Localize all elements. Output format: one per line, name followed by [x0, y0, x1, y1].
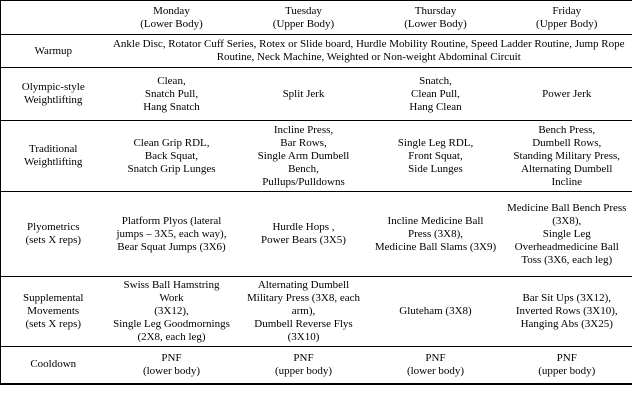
cell-traditional-thursday: Single Leg RDL, Front Squat, Side Lunges: [397, 136, 474, 175]
cell-olympic-friday: Power Jerk: [542, 87, 592, 100]
row-label-warmup: Warmup: [34, 44, 73, 57]
plyometrics-row: Plyometrics (sets X reps) Platform Plyos…: [0, 192, 632, 277]
cell-cooldown-thursday: PNF (lower body): [406, 351, 465, 377]
header-row: Monday (Lower Body) Tuesday (Upper Body)…: [0, 1, 632, 35]
row-label-olympic-weightlifting: Olympic-style Weightlifting: [21, 81, 85, 106]
corner-cell: [1, 1, 106, 35]
cell-supplemental-thursday: Gluteham (3X8): [399, 305, 472, 317]
cooldown-row: Cooldown PNF (lower body) PNF (upper bod…: [0, 347, 632, 384]
column-header-tuesday: Tuesday (Upper Body): [272, 4, 335, 30]
cell-plyometrics-tuesday: Hurdle Hops , Power Bears (3X5): [261, 221, 346, 246]
cell-olympic-thursday: Snatch, Clean Pull, Hang Clean: [409, 74, 462, 113]
cell-cooldown-monday: PNF (lower body): [142, 351, 201, 377]
cell-supplemental-tuesday: Alternating Dumbell Military Press (3X8,…: [246, 279, 361, 343]
cell-cooldown-friday: PNF (upper body): [538, 351, 596, 377]
column-header-thursday: Thursday (Lower Body): [404, 4, 467, 30]
cell-traditional-friday: Bench Press, Dumbell Rows, Standing Mili…: [513, 123, 621, 188]
row-label-traditional-weightlifting: Traditional Weightlifting: [24, 143, 83, 168]
cell-olympic-tuesday: Split Jerk: [282, 87, 325, 100]
row-label-cooldown: Cooldown: [30, 358, 77, 371]
cell-warmup-all-days: Ankle Disc, Rotator Cuff Series, Rotex o…: [112, 38, 625, 63]
row-label-plyometrics: Plyometrics (sets X reps): [25, 221, 82, 246]
cell-supplemental-friday: Bar Sit Ups (3X12), Inverted Rows (3X10)…: [515, 292, 618, 330]
cell-cooldown-tuesday: PNF (upper body): [274, 351, 333, 377]
traditional-weightlifting-row: Traditional Weightlifting Clean Grip RDL…: [0, 121, 632, 192]
cell-traditional-monday: Clean Grip RDL, Back Squat, Snatch Grip …: [127, 136, 216, 175]
row-label-supplemental-movements: Supplemental Movements (sets X reps): [23, 292, 84, 330]
workout-program-table: Monday (Lower Body) Tuesday (Upper Body)…: [0, 0, 632, 385]
olympic-weightlifting-row: Olympic-style Weightlifting Clean, Snatc…: [0, 68, 632, 121]
warmup-row: Warmup Ankle Disc, Rotator Cuff Series, …: [0, 35, 632, 68]
column-header-friday: Friday (Upper Body): [536, 4, 598, 30]
cell-supplemental-monday: Swiss Ball Hamstring Work (3X12), Single…: [113, 279, 230, 343]
supplemental-movements-row: Supplemental Movements (sets X reps) Swi…: [0, 277, 632, 347]
cell-traditional-tuesday: Incline Press, Bar Rows, Single Arm Dumb…: [257, 123, 350, 188]
cell-plyometrics-monday: Platform Plyos (lateral jumps – 3X5, eac…: [116, 214, 227, 253]
cell-olympic-monday: Clean, Snatch Pull, Hang Snatch: [143, 74, 200, 113]
column-header-monday: Monday (Lower Body): [140, 4, 203, 30]
cell-plyometrics-thursday: Incline Medicine Ball Press (3X8), Medic…: [374, 214, 497, 253]
cell-plyometrics-friday: Medicine Ball Bench Press (3X8), Single …: [507, 201, 627, 266]
